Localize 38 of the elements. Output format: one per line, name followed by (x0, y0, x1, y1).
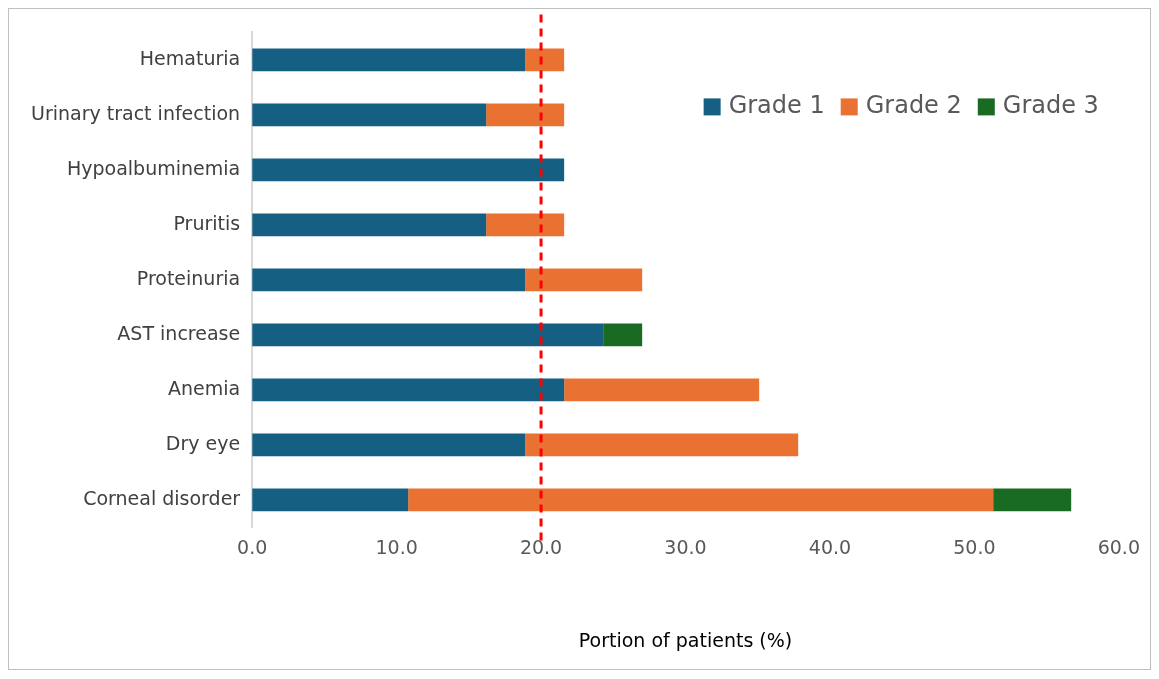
bar (993, 488, 1072, 512)
bar (564, 378, 760, 402)
bar (603, 323, 643, 347)
y-tick-label: AST increase (117, 321, 241, 344)
y-tick-label: Hematuria (139, 46, 241, 69)
bar (252, 213, 487, 237)
bar (252, 48, 526, 72)
bar (486, 103, 565, 127)
legend-label: Grade 1 (728, 91, 825, 120)
bar (252, 158, 565, 182)
x-tick-label: 10.0 (375, 535, 418, 558)
x-tick-label: 30.0 (664, 535, 707, 558)
legend-label: Grade 3 (1002, 91, 1099, 120)
x-tick-label: 50.0 (953, 535, 996, 558)
x-axis-title: Portion of patients (%) (578, 628, 793, 651)
y-tick-label: Urinary tract infection (30, 101, 241, 124)
bar (252, 433, 526, 457)
bar (252, 323, 604, 347)
y-tick-label: Corneal disorder (83, 486, 241, 509)
bar (525, 48, 565, 72)
bar (252, 103, 487, 127)
bar (525, 433, 799, 457)
y-tick-label: Hypoalbuminemia (66, 156, 241, 179)
bar (252, 488, 409, 512)
x-tick-label: 60.0 (1097, 535, 1140, 558)
bar (408, 488, 994, 512)
bar (525, 268, 643, 292)
y-tick-label: Pruritis (173, 211, 241, 234)
x-tick-label: 40.0 (808, 535, 852, 558)
x-tick-label: 20.0 (519, 535, 563, 558)
y-tick-label: Anemia (167, 376, 241, 399)
y-tick-label: Proteinuria (136, 266, 241, 289)
bar (252, 268, 526, 292)
bar (252, 378, 565, 402)
legend-label: Grade 2 (865, 91, 962, 120)
bar (486, 213, 565, 237)
x-tick-label: 0.0 (237, 535, 268, 558)
y-tick-label: Dry eye (165, 431, 241, 454)
